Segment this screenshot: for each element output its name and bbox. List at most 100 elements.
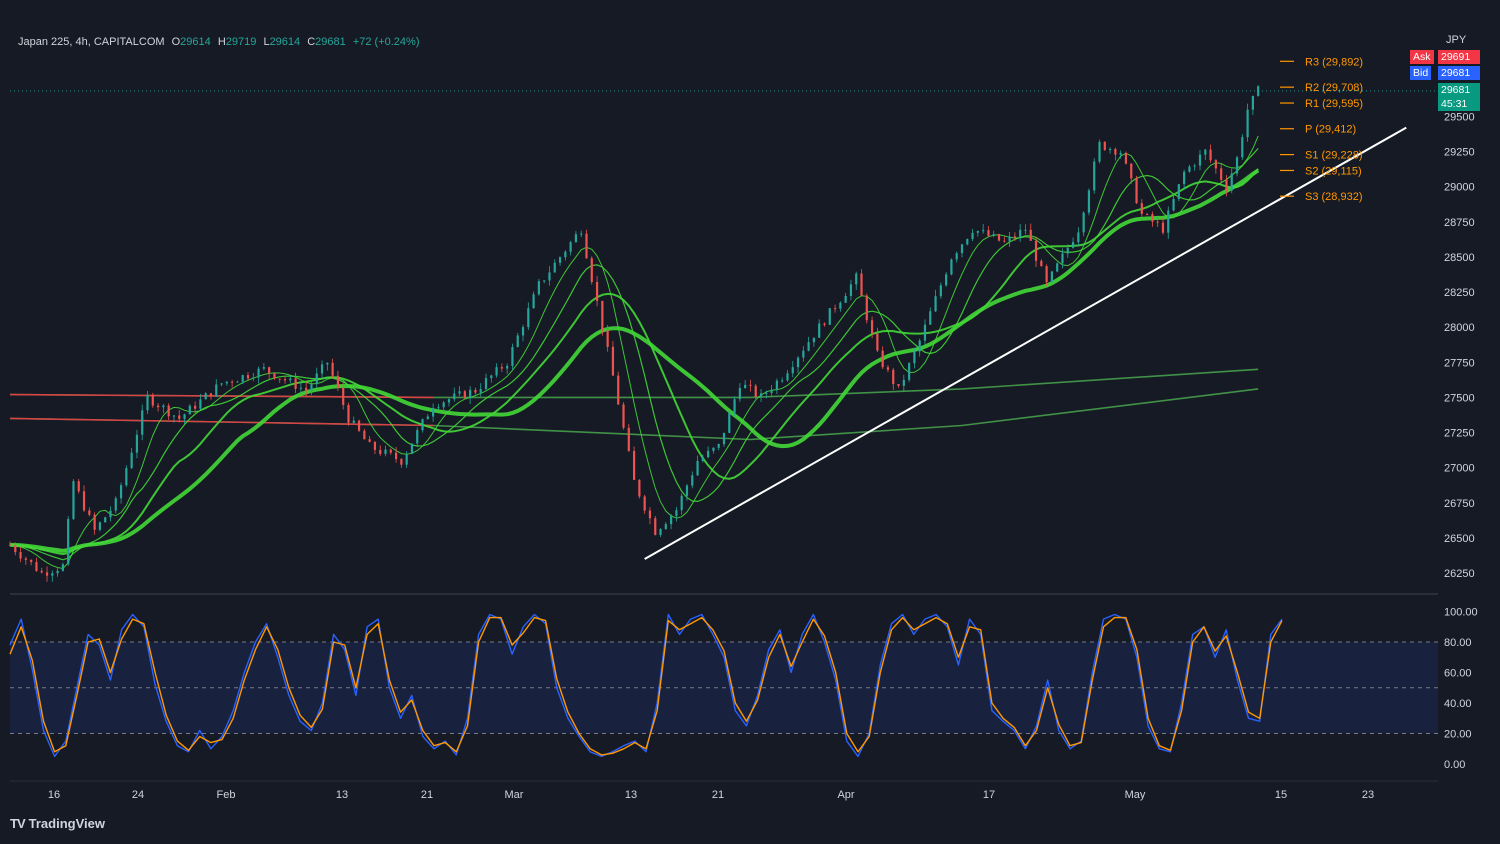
candle-body — [1124, 152, 1128, 164]
candle-body — [352, 420, 355, 423]
candle-body — [770, 390, 773, 393]
price-tick-label: 28500 — [1444, 252, 1475, 264]
candle-body — [125, 468, 128, 486]
candle-body — [1024, 229, 1027, 231]
candle-body — [442, 402, 445, 408]
candle-body — [1220, 168, 1223, 180]
candle-body — [648, 510, 652, 519]
candle-body — [1251, 95, 1254, 110]
stoch-k-line — [9, 613, 1283, 758]
candle-body — [368, 439, 371, 443]
candle-body — [379, 449, 382, 454]
candle-body — [167, 405, 170, 417]
time-tick-label: 23 — [1362, 789, 1374, 801]
candle-body — [421, 419, 424, 431]
candle-body — [823, 323, 826, 325]
candle-body — [1077, 232, 1080, 243]
candle-body — [537, 281, 540, 295]
candle-body — [886, 367, 890, 370]
candle-body — [717, 444, 720, 448]
price-tick-label: 26500 — [1444, 533, 1475, 545]
candle-body — [1225, 179, 1228, 191]
candle-body — [1130, 163, 1133, 179]
long-ema-bear-segment — [9, 417, 434, 427]
candle-body — [659, 529, 662, 535]
candle-body — [135, 434, 139, 453]
candle-body — [458, 391, 461, 394]
candle-body — [162, 405, 165, 408]
ema-ribbon-line — [9, 168, 1259, 556]
candle-body — [950, 259, 953, 275]
candle-body — [992, 234, 995, 236]
candle-body — [8, 544, 12, 546]
candle-body — [611, 346, 615, 376]
candle-body — [670, 515, 673, 525]
candle-body — [453, 393, 456, 400]
candle-body — [1056, 263, 1059, 272]
candle-body — [67, 519, 70, 565]
candle-body — [558, 257, 562, 263]
candle-body — [617, 375, 620, 405]
candle-body — [305, 387, 308, 391]
high-label: H — [217, 36, 226, 48]
tradingview-logo[interactable]: TV TradingView — [10, 816, 105, 831]
candle-body — [923, 324, 927, 341]
candle-body — [548, 272, 551, 281]
time-tick-label: 13 — [336, 789, 348, 801]
candle-body — [416, 430, 419, 444]
change-value: +72 (+0.24%) — [352, 36, 420, 48]
pivot-level-label: R1 (29,595) — [1305, 98, 1363, 110]
candle-body — [320, 364, 324, 374]
candle-body — [574, 234, 578, 243]
candle-body — [61, 564, 64, 571]
candle-body — [1156, 221, 1159, 223]
candle-body — [971, 232, 974, 239]
candle-body — [728, 412, 731, 433]
candle-body — [638, 479, 641, 497]
candle-body — [1204, 149, 1207, 155]
time-tick-label: Mar — [505, 789, 524, 801]
stoch-tick-label: 60.00 — [1444, 668, 1472, 680]
candle-body — [691, 475, 694, 486]
candle-body — [82, 491, 86, 511]
bid-label: Bid — [1410, 66, 1432, 80]
candle-body — [564, 251, 567, 258]
candle-body — [215, 384, 218, 397]
pivot-level-label: S2 (29,115) — [1305, 165, 1362, 177]
candle-body — [1061, 253, 1064, 264]
candle-body — [516, 335, 519, 347]
candle-body — [437, 407, 440, 409]
candle-body — [469, 389, 472, 398]
candle-body — [1013, 236, 1016, 238]
candle-body — [749, 384, 752, 386]
low-label: L — [263, 36, 270, 48]
ask-label: Ask — [1410, 50, 1434, 64]
candle-body — [51, 573, 54, 576]
candle-body — [1151, 214, 1154, 222]
candle-body — [812, 337, 816, 343]
currency-label[interactable]: JPY — [1446, 34, 1467, 46]
candle-body — [744, 384, 747, 389]
time-tick-label: Feb — [217, 789, 236, 801]
candle-body — [775, 380, 778, 391]
candle-body — [675, 510, 678, 516]
candle-body — [24, 558, 27, 560]
price-tick-label: 29000 — [1444, 182, 1475, 194]
bid-value: 29681 — [1438, 66, 1480, 80]
pivot-level-label: S3 (28,932) — [1305, 191, 1362, 203]
candle-body — [1135, 178, 1138, 204]
stoch-tick-label: 80.00 — [1444, 637, 1472, 649]
symbol-title[interactable]: Japan 225, 4h, CAPITALCOM — [18, 36, 165, 48]
candle-body — [765, 392, 768, 394]
candle-body — [527, 308, 530, 328]
candle-body — [389, 449, 392, 453]
candle-body — [791, 367, 794, 374]
time-tick-label: May — [1125, 789, 1146, 801]
stoch-tick-label: 40.00 — [1444, 698, 1472, 710]
close-label: C — [307, 36, 316, 48]
candle-body — [601, 300, 604, 331]
candle-body — [754, 385, 757, 397]
stoch-tick-label: 20.00 — [1444, 729, 1472, 741]
